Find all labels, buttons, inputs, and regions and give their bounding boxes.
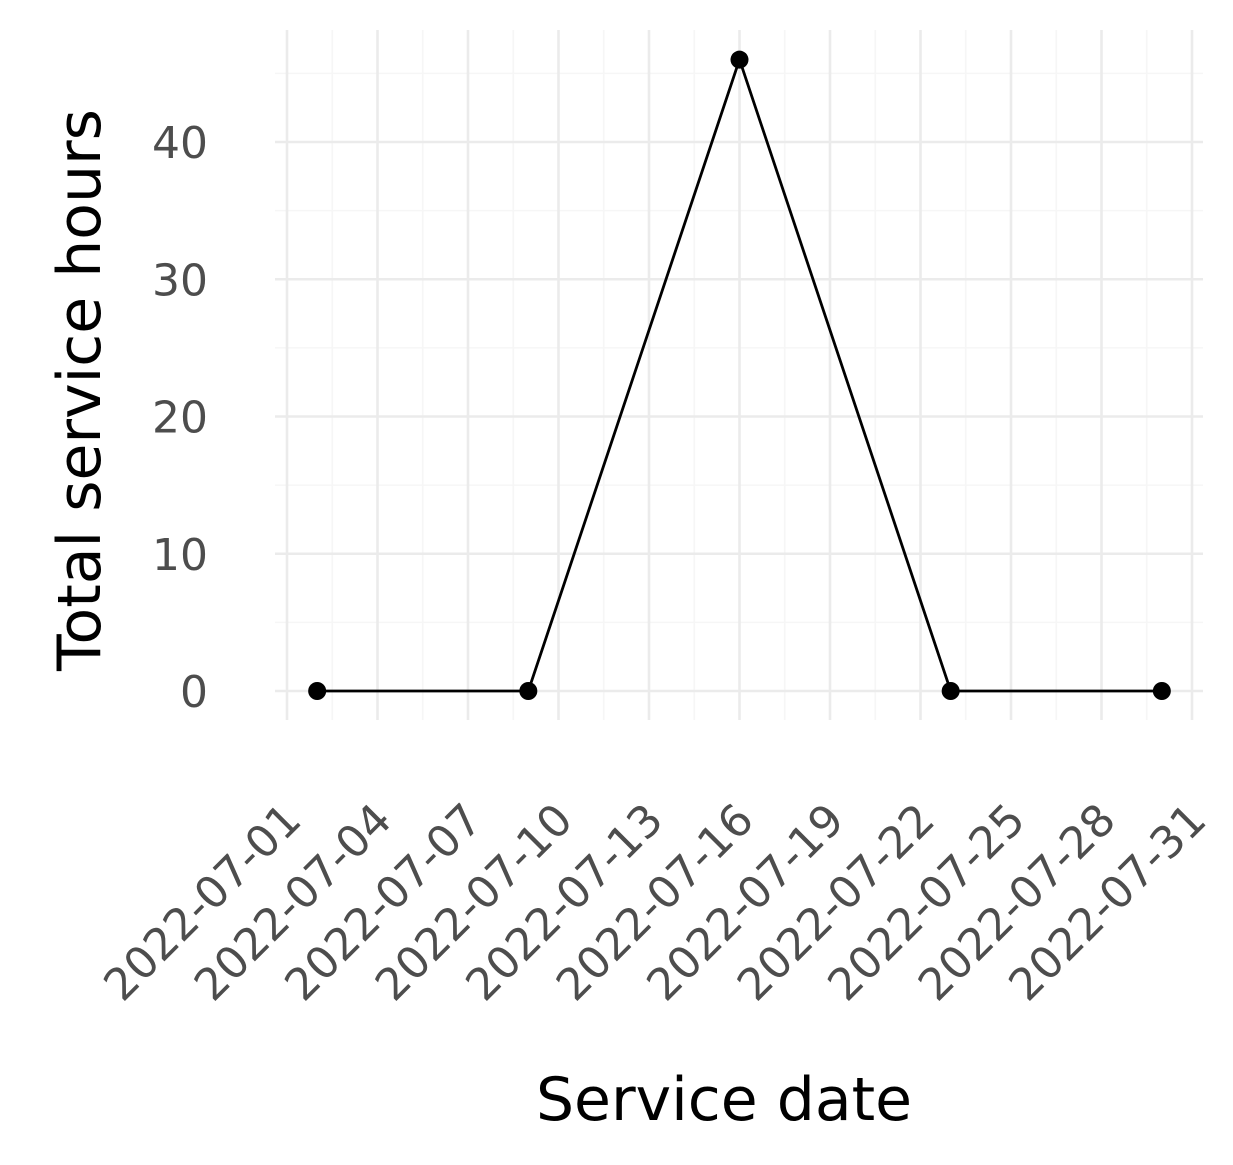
y-axis-tick-labels: 0 10 20 30 40	[152, 118, 208, 718]
y-tick-label: 0	[180, 667, 208, 718]
y-tick-label: 30	[152, 255, 208, 306]
data-point	[730, 50, 749, 69]
data-point	[308, 682, 327, 700]
x-axis-title: Service date	[536, 1065, 912, 1135]
x-axis-tick-labels: 2022-07-012022-07-042022-07-072022-07-10…	[94, 794, 1216, 1011]
data-point	[519, 682, 538, 700]
y-tick-label: 20	[152, 393, 208, 444]
y-tick-label: 40	[152, 118, 208, 169]
major-gridlines	[275, 30, 1203, 720]
series-layer	[308, 50, 1171, 700]
data-point	[1152, 682, 1171, 700]
y-axis-title: Total service hours	[45, 109, 115, 672]
y-tick-label: 10	[152, 530, 208, 581]
data-point	[941, 682, 960, 700]
